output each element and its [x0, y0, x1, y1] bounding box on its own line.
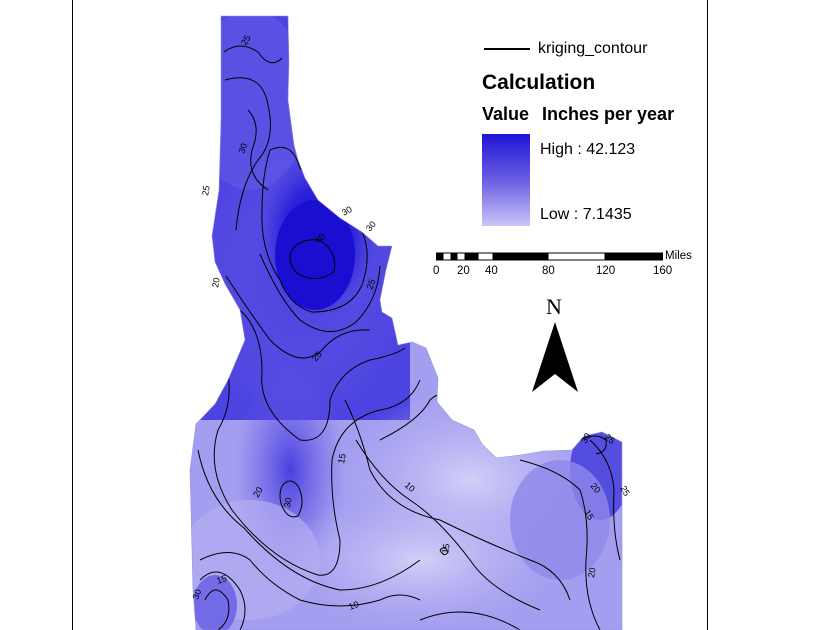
map-frame-left-border — [72, 0, 73, 630]
contour-label: 30 — [579, 431, 593, 445]
map-frame-right-border — [707, 0, 708, 630]
north-label: N — [546, 294, 562, 319]
contour-label: 20 — [210, 277, 222, 289]
contour-label: 15 — [336, 453, 348, 465]
north-arrow: N — [528, 294, 584, 394]
contour-label: 30 — [364, 219, 378, 233]
contour-label: 20 — [588, 481, 602, 495]
scale-tick-label: 0 — [433, 265, 440, 277]
contour-label: 10 — [347, 599, 360, 612]
contour-label: 10 — [403, 480, 417, 494]
legend-high-label: High : 42.123 — [540, 141, 636, 158]
contour-label: 30 — [190, 588, 203, 601]
contour-label: 25 — [618, 484, 632, 498]
legend-field-label: Value — [482, 104, 530, 124]
contour-label: 25 — [603, 432, 617, 446]
contour-label: 30 — [236, 142, 249, 155]
contour-label: 15 — [215, 573, 228, 586]
color-ramp — [482, 134, 530, 226]
legend-title: Calculation — [482, 71, 596, 94]
scale-bar-graphic — [436, 252, 663, 261]
contour-line-swatch — [484, 48, 530, 50]
contour-label: 15 — [440, 543, 452, 555]
scale-tick-label: 160 — [653, 265, 673, 277]
contour-labels: 25 30 25 30 40 30 25 20 25 15 10 20 30 1… — [190, 33, 631, 612]
contour-label: 25 — [310, 349, 324, 363]
scale-bar: Miles 0 20 40 80 120 160 — [433, 250, 696, 292]
scale-tick-label: 120 — [596, 265, 616, 277]
contour-label: 20 — [251, 485, 265, 499]
scale-tick-label: 20 — [457, 265, 470, 277]
north-arrow-icon — [532, 322, 578, 392]
contour-label: 30 — [340, 204, 354, 218]
legend-units-label: Inches per year — [542, 104, 675, 124]
contour-label: 25 — [239, 33, 253, 47]
contour-label: 15 — [582, 508, 596, 522]
contour-label: 20 — [586, 567, 598, 579]
contour-layer-label: kriging_contour — [538, 40, 648, 57]
contour-label: 25 — [364, 278, 377, 291]
contour-label: 25 — [200, 185, 212, 197]
scale-tick-label: 80 — [542, 265, 555, 277]
scale-unit-label: Miles — [665, 250, 692, 262]
contour-label: 30 — [282, 497, 294, 509]
scale-tick-label: 40 — [485, 265, 498, 277]
contour-label: 40 — [313, 231, 327, 245]
legend-low-label: Low : 7.1435 — [540, 206, 632, 223]
